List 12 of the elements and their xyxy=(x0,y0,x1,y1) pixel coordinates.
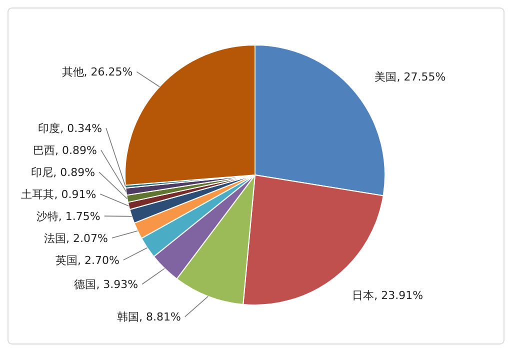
slice-label: 日本, 23.91% xyxy=(352,288,424,302)
slice-label: 英国, 2.70% xyxy=(56,254,120,267)
slice-label: 土耳其, 0.91% xyxy=(21,188,96,201)
slice-label: 韩国, 8.81% xyxy=(116,310,181,324)
slice-label: 德国, 3.93% xyxy=(74,278,138,292)
slice-label: 印尼, 0.89% xyxy=(31,166,96,179)
slice-label: 美国, 27.55% xyxy=(374,70,446,84)
slice-label: 其他, 26.25% xyxy=(62,66,133,79)
slice-label: 巴西, 0.89% xyxy=(33,144,97,157)
slice-label: 印度, 0.34% xyxy=(38,122,102,135)
slice-label: 法国, 2.07% xyxy=(44,232,108,245)
slice-label: 沙特, 1.75% xyxy=(36,210,100,223)
